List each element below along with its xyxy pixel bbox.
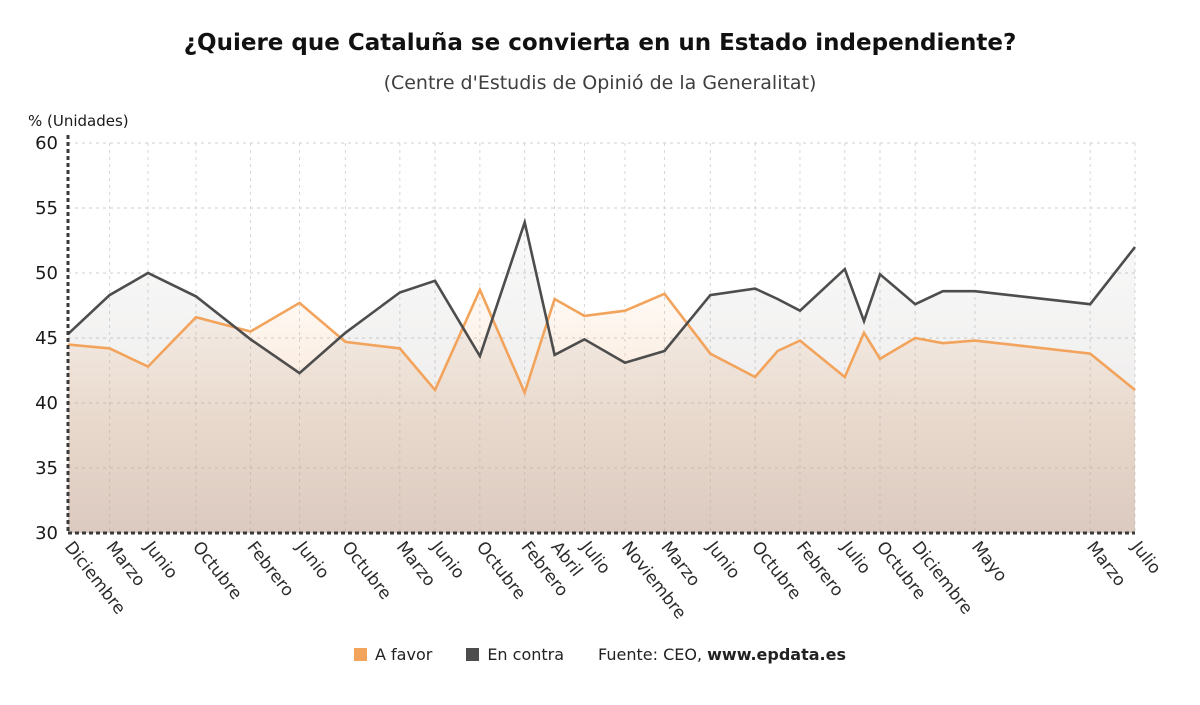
svg-text:30: 30 (35, 523, 58, 544)
chart-title: ¿Quiere que Cataluña se convierta en un … (183, 30, 1017, 56)
legend: A favor En contra Fuente: CEO, www.epdat… (0, 645, 1200, 664)
svg-text:Febrero: Febrero (243, 538, 298, 601)
source-prefix: Fuente: CEO, (598, 645, 708, 664)
legend-item-en-contra[interactable]: En contra (466, 645, 564, 664)
svg-text:Julio: Julio (836, 537, 874, 578)
svg-text:45: 45 (35, 328, 58, 349)
chart-subtitle: (Centre d'Estudis de Opinió de la Genera… (383, 72, 817, 94)
svg-text:Octubre: Octubre (337, 538, 395, 604)
svg-text:55: 55 (35, 198, 58, 219)
svg-text:60: 60 (35, 133, 58, 154)
source-attribution: Fuente: CEO, www.epdata.es (598, 645, 846, 664)
svg-text:40: 40 (35, 393, 58, 414)
source-link[interactable]: www.epdata.es (707, 645, 846, 664)
svg-text:Junio: Junio (702, 537, 744, 583)
svg-text:Junio: Junio (291, 537, 333, 583)
legend-item-a-favor[interactable]: A favor (354, 645, 432, 664)
svg-text:Marzo: Marzo (1082, 538, 1129, 591)
svg-text:Octubre: Octubre (188, 538, 246, 604)
svg-text:Mayo: Mayo (967, 538, 1011, 586)
svg-text:50: 50 (35, 263, 58, 284)
y-axis-label: % (Unidades) (28, 112, 129, 130)
svg-text:Julio: Julio (1126, 537, 1164, 578)
en-contra-swatch-icon (466, 648, 480, 661)
a-favor-swatch-icon (354, 648, 367, 661)
svg-text:35: 35 (35, 458, 58, 479)
legend-label-en-contra: En contra (487, 645, 565, 664)
legend-label-a-favor: A favor (375, 645, 433, 664)
